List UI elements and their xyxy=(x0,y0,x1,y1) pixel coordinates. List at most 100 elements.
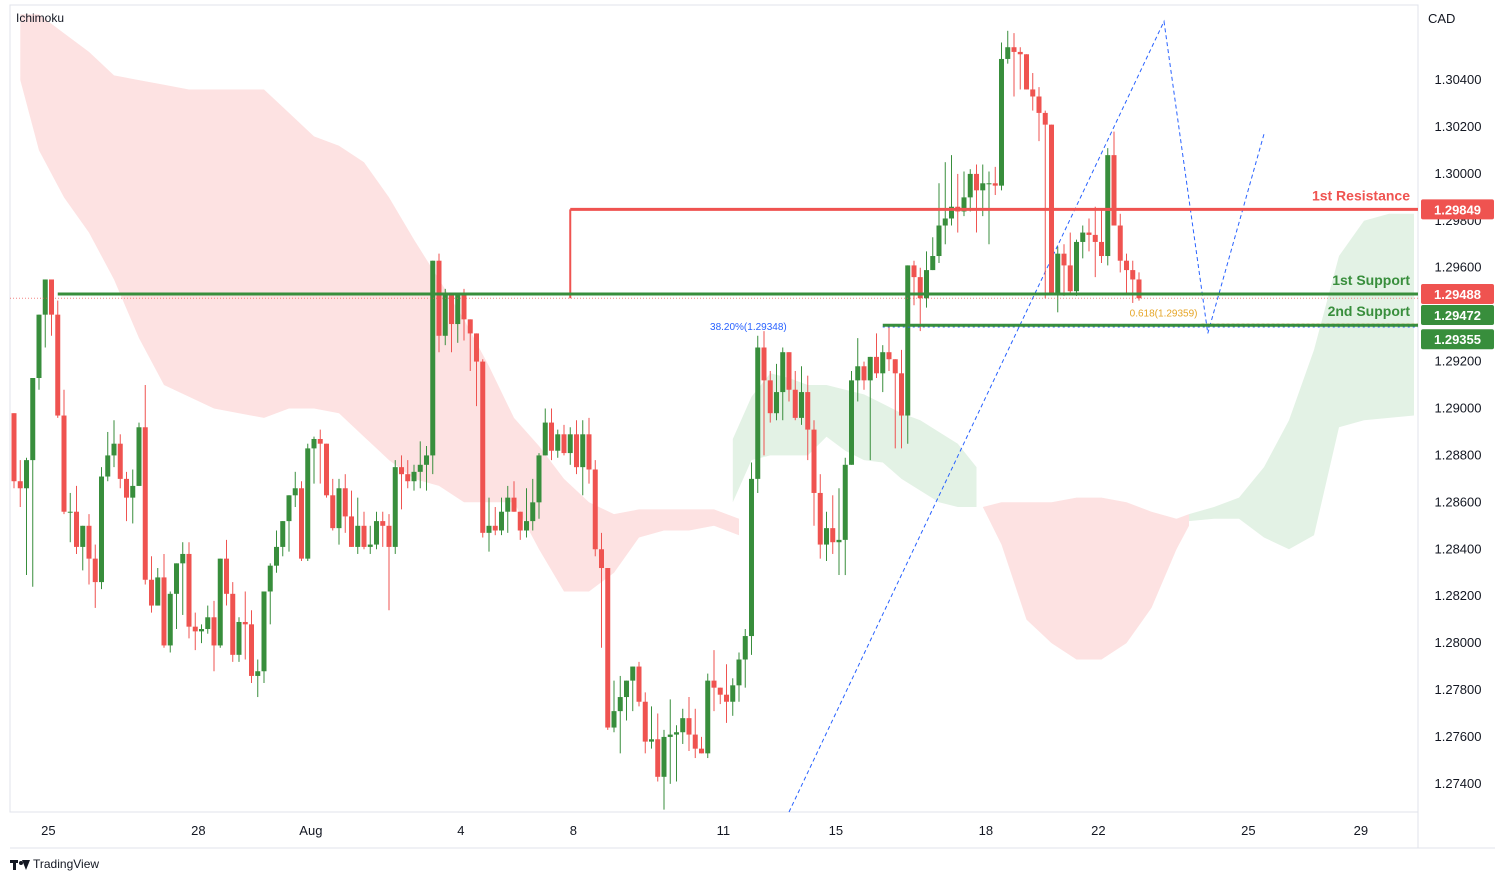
candle-body xyxy=(586,434,592,470)
candle xyxy=(1136,272,1142,301)
candle xyxy=(355,497,361,554)
candle xyxy=(711,650,717,712)
candle-body xyxy=(467,319,473,334)
candle xyxy=(30,378,36,587)
x-tick-label: 8 xyxy=(570,823,577,838)
candle-body xyxy=(261,591,267,672)
price-tag-support-2: 1.29355 xyxy=(1421,329,1494,350)
candle xyxy=(974,164,979,233)
candle xyxy=(805,375,811,461)
tradingview-logo[interactable]: TradingView xyxy=(10,857,99,871)
candle-body xyxy=(367,544,373,547)
price-tag-current-bg xyxy=(1421,284,1494,305)
candle xyxy=(674,725,679,782)
candle xyxy=(74,485,79,554)
candle xyxy=(192,612,198,651)
candle xyxy=(80,525,86,571)
candle xyxy=(211,600,217,672)
candle xyxy=(386,514,392,611)
candle-body xyxy=(211,617,217,646)
candle xyxy=(655,713,661,782)
candle xyxy=(574,420,579,475)
candle xyxy=(730,678,736,716)
candle xyxy=(917,267,923,332)
candle-body xyxy=(917,277,923,299)
price-tag-support-1-bg xyxy=(1421,305,1494,326)
candle xyxy=(667,699,673,784)
candle xyxy=(130,469,136,524)
candle-body xyxy=(624,680,629,698)
candle xyxy=(11,413,17,489)
y-tick-label: 1.30400 xyxy=(1435,72,1482,87)
swing-path-line xyxy=(788,19,1265,813)
candle xyxy=(692,708,698,759)
candle-body xyxy=(236,621,242,655)
candle xyxy=(580,420,586,496)
y-tick-label: 1.29600 xyxy=(1435,260,1482,275)
candle-body xyxy=(461,293,467,320)
candle-body xyxy=(155,577,161,606)
candle-body xyxy=(974,173,979,191)
candle xyxy=(17,460,23,508)
candle xyxy=(330,478,336,531)
candle-body xyxy=(361,525,367,547)
candle xyxy=(1061,244,1067,296)
candle xyxy=(267,563,273,625)
candle xyxy=(792,370,798,421)
candle-body xyxy=(580,434,586,468)
candle xyxy=(705,673,711,759)
candle-body xyxy=(774,392,779,414)
candle xyxy=(842,457,848,576)
candle xyxy=(936,183,942,264)
candle xyxy=(624,680,629,721)
y-tick-label: 1.28600 xyxy=(1435,494,1482,509)
price-tag-resistance-bg xyxy=(1421,199,1494,220)
candle-body xyxy=(1024,54,1029,90)
candle-body xyxy=(861,366,867,381)
candle-body xyxy=(530,502,536,522)
candle-body xyxy=(817,492,823,545)
candle xyxy=(349,490,354,547)
price-tag-current: 1.29488 xyxy=(1421,284,1494,305)
candle-body xyxy=(224,558,229,594)
candle-body xyxy=(442,293,448,336)
candle-body xyxy=(742,636,748,660)
y-tick-label: 1.28200 xyxy=(1435,588,1482,603)
candle xyxy=(342,474,348,533)
candle-body xyxy=(411,471,417,482)
candle xyxy=(417,441,423,489)
candle-body xyxy=(767,380,773,414)
candle xyxy=(680,708,686,744)
candle xyxy=(367,525,373,554)
candle-body xyxy=(105,455,111,477)
ichimoku-cloud-bullish xyxy=(1189,213,1414,550)
currency-label: CAD xyxy=(1428,11,1456,26)
candle xyxy=(617,675,623,754)
candle xyxy=(161,553,167,648)
candle-body xyxy=(455,293,461,325)
ichimoku-cloud-bearish xyxy=(20,14,740,592)
candle xyxy=(1111,131,1117,226)
candle xyxy=(717,687,723,705)
price-tag-current-text: 1.29488 xyxy=(1434,287,1481,302)
candle-body xyxy=(836,539,842,543)
candle-body xyxy=(24,460,29,489)
candle-body xyxy=(1111,155,1117,226)
candle-body xyxy=(449,293,454,325)
candle xyxy=(642,692,648,754)
candle-body xyxy=(717,687,723,695)
candle-body xyxy=(499,511,504,531)
candle xyxy=(586,417,592,484)
price-tag-support-2-bg xyxy=(1421,329,1494,350)
candle-body xyxy=(805,392,811,430)
y-tick-label: 1.27400 xyxy=(1435,776,1482,791)
candle xyxy=(942,162,948,245)
candle-body xyxy=(374,521,379,545)
candle xyxy=(549,408,554,461)
candle xyxy=(374,511,379,550)
candle xyxy=(824,511,829,561)
x-tick-label: 25 xyxy=(1241,823,1255,838)
y-tick-label: 1.30000 xyxy=(1435,166,1482,181)
candle xyxy=(786,352,792,402)
